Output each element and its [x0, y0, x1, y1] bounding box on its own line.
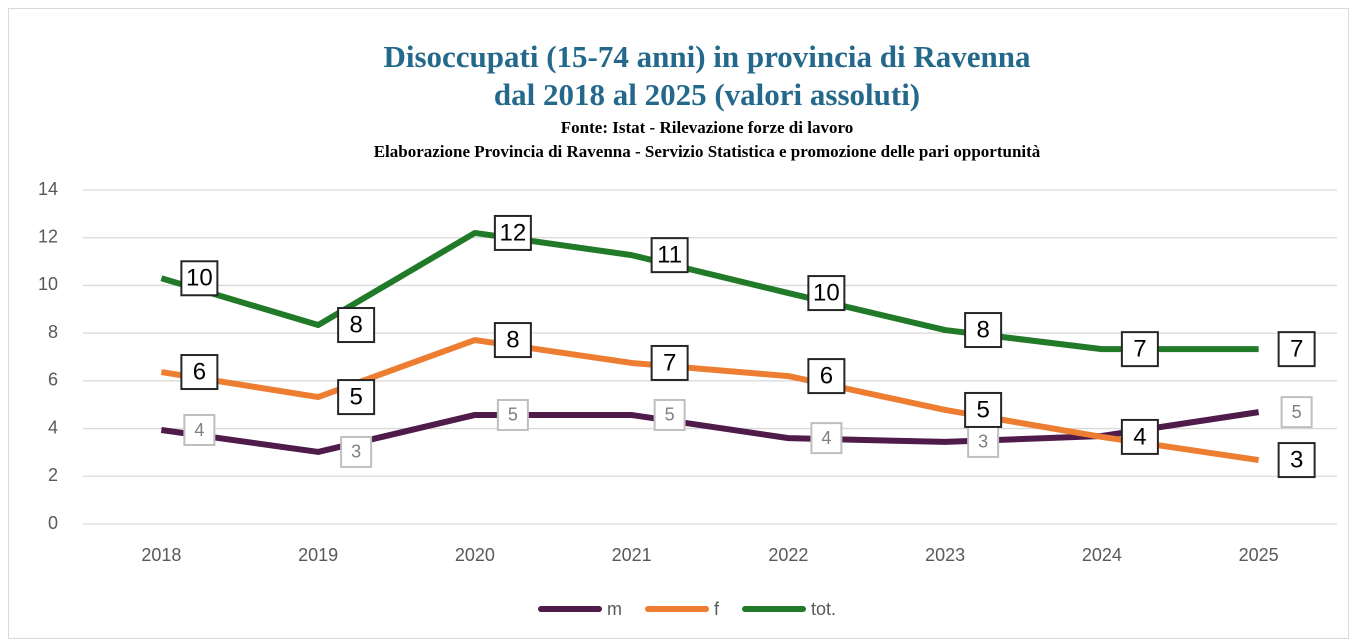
- x-tick-label: 2019: [298, 545, 338, 565]
- data-label-box: [653, 398, 686, 431]
- chart-subtitle: Elaborazione Provincia di Ravenna - Serv…: [374, 142, 1041, 161]
- data-label: 12: [500, 219, 527, 246]
- data-label-box: [493, 214, 532, 251]
- y-tick-label: 4: [48, 417, 58, 437]
- data-label: 3: [978, 432, 988, 452]
- data-label-box: [1120, 331, 1159, 368]
- data-label: 5: [349, 383, 362, 410]
- data-label-box: [650, 344, 689, 381]
- data-label-box: [183, 414, 216, 447]
- chart-subtitle: Fonte: Istat - Rilevazione forze di lavo…: [561, 118, 853, 137]
- y-tick-label: 10: [38, 274, 58, 294]
- x-tick-label: 2018: [141, 545, 181, 565]
- legend-label: m: [607, 599, 622, 619]
- y-tick-label: 2: [48, 465, 58, 485]
- x-tick-label: 2025: [1239, 545, 1279, 565]
- chart-frame: [8, 8, 1349, 639]
- data-label-box: [180, 354, 219, 391]
- data-label: 8: [976, 316, 989, 343]
- data-label-box: [807, 358, 846, 395]
- data-label: 8: [506, 326, 519, 353]
- legend-label: tot.: [811, 599, 836, 619]
- data-label-box: [964, 312, 1003, 349]
- data-label-box: [810, 422, 843, 455]
- data-label: 6: [820, 362, 833, 389]
- data-label-box: [1277, 442, 1316, 479]
- data-label: 4: [821, 428, 831, 448]
- data-label: 5: [665, 405, 675, 425]
- data-label: 5: [976, 396, 989, 423]
- data-label: 3: [351, 442, 361, 462]
- y-tick-label: 6: [48, 370, 58, 390]
- data-label-box: [337, 379, 376, 416]
- data-label: 7: [1290, 335, 1303, 362]
- data-label-box: [340, 435, 373, 468]
- x-tick-label: 2022: [768, 545, 808, 565]
- data-label-box: [1277, 331, 1316, 368]
- data-label-box: [180, 260, 219, 297]
- data-label-box: [807, 275, 846, 312]
- data-label: 5: [1292, 402, 1302, 422]
- y-tick-label: 8: [48, 322, 58, 342]
- data-label: 3: [1290, 446, 1303, 473]
- x-tick-label: 2024: [1082, 545, 1122, 565]
- legend-label: f: [714, 599, 720, 619]
- data-label: 7: [663, 349, 676, 376]
- data-label: 6: [193, 358, 206, 385]
- data-label: 4: [1133, 423, 1146, 450]
- data-label: 4: [194, 420, 204, 440]
- data-label: 10: [813, 279, 840, 306]
- data-label-box: [496, 398, 529, 431]
- data-label-box: [493, 322, 532, 359]
- data-label-box: [650, 237, 689, 274]
- x-tick-label: 2023: [925, 545, 965, 565]
- chart-title: Disoccupati (15-74 anni) in provincia di…: [383, 39, 1031, 74]
- data-label-box: [964, 391, 1003, 428]
- y-tick-label: 14: [38, 179, 58, 199]
- x-tick-label: 2020: [455, 545, 495, 565]
- x-tick-label: 2021: [612, 545, 652, 565]
- data-label-box: [337, 307, 376, 344]
- data-label-box: [1120, 418, 1159, 455]
- data-label: 7: [1133, 335, 1146, 362]
- chart-title: dal 2018 al 2025 (valori assoluti): [494, 77, 920, 112]
- data-label-box: [1280, 396, 1313, 429]
- data-label: 5: [508, 405, 518, 425]
- y-tick-label: 12: [38, 226, 58, 246]
- data-label: 10: [186, 265, 213, 292]
- data-label: 8: [349, 311, 362, 338]
- data-label: 11: [657, 241, 682, 268]
- y-tick-label: 0: [48, 513, 58, 533]
